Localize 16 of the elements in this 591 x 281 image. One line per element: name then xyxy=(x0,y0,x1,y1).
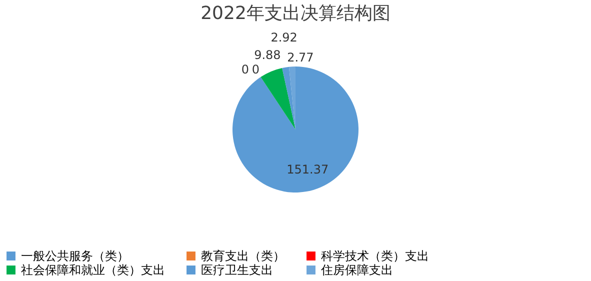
legend-label: 教育支出（类） xyxy=(201,249,285,263)
text: 0 xyxy=(241,62,249,77)
data-label: 2.92 xyxy=(270,30,298,44)
legend-label: 科学技术（类）支出 xyxy=(321,249,429,263)
legend-label: 住房保障支出 xyxy=(320,263,393,277)
pie-slice xyxy=(260,68,296,130)
legend-label: 医疗卫生支出 xyxy=(201,263,273,277)
text: 0 xyxy=(252,62,260,77)
data-label: 9.88 xyxy=(254,48,281,62)
legend-label: 社会保障和就业（类）支出 xyxy=(21,263,165,277)
pie-slice xyxy=(288,66,296,130)
data-label: 151.37 xyxy=(286,162,329,177)
chart-title: 2022年支出决算结构图 xyxy=(200,3,390,24)
pie-slice xyxy=(232,66,358,192)
data-label: 2.77 xyxy=(287,50,314,65)
legend-label: 一般公共服务（类） xyxy=(21,249,129,263)
